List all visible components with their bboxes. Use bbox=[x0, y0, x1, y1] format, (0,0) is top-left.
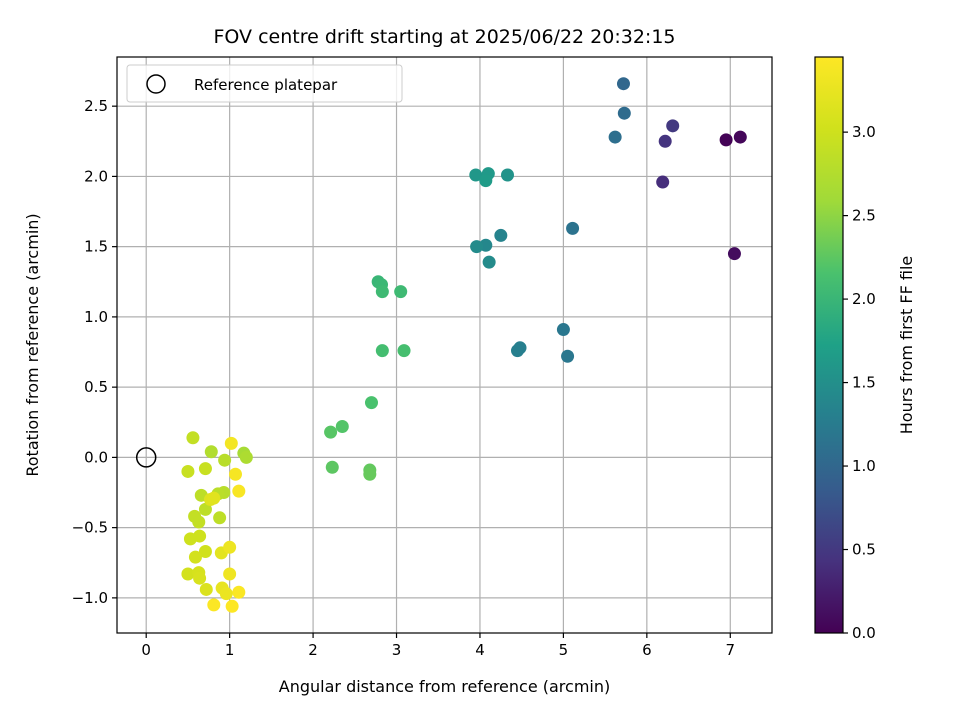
data-point bbox=[656, 175, 670, 189]
data-point bbox=[727, 247, 741, 261]
colorbar-gradient bbox=[815, 57, 843, 633]
data-point bbox=[224, 436, 238, 450]
data-point bbox=[482, 255, 496, 269]
data-point bbox=[213, 511, 227, 525]
y-tick-label: 0.0 bbox=[84, 448, 108, 466]
y-tick-label: 1.0 bbox=[84, 308, 108, 326]
data-point bbox=[666, 119, 680, 133]
colorbar-ticks: 0.0 0.5 1.0 1.5 2.0 2.5 3.0 bbox=[843, 123, 876, 642]
y-tick-label: −1.0 bbox=[72, 589, 108, 607]
data-point bbox=[469, 168, 483, 182]
data-point bbox=[225, 599, 239, 613]
colorbar-tick-label: 2.5 bbox=[852, 207, 876, 225]
data-point bbox=[470, 240, 484, 254]
y-tick-label: 2.5 bbox=[84, 97, 108, 115]
legend-label: Reference platepar bbox=[194, 76, 338, 94]
data-point bbox=[375, 344, 389, 358]
data-point bbox=[181, 567, 195, 581]
data-point bbox=[207, 491, 221, 505]
x-axis-label: Angular distance from reference (arcmin) bbox=[279, 677, 610, 696]
data-point bbox=[658, 134, 672, 148]
legend-box bbox=[126, 64, 403, 103]
data-point bbox=[566, 221, 580, 235]
data-point bbox=[335, 419, 349, 433]
colorbar: 0.0 0.5 1.0 1.5 2.0 2.5 3.0 Hours from first F… bbox=[814, 56, 916, 642]
y-tick-label: −0.5 bbox=[72, 519, 108, 537]
y-tick-label: 1.5 bbox=[84, 238, 108, 256]
colorbar-tick-label: 2.0 bbox=[852, 290, 876, 308]
data-point bbox=[193, 571, 207, 585]
colorbar-tick-label: 3.0 bbox=[852, 123, 876, 141]
data-point bbox=[188, 550, 202, 564]
y-tick-label: 2.0 bbox=[84, 167, 108, 185]
data-point bbox=[198, 502, 212, 516]
data-point bbox=[733, 130, 747, 144]
y-axis: −1.0 −0.5 0.0 0.5 1.0 1.5 2.0 2.5 bbox=[72, 97, 117, 607]
data-point bbox=[228, 467, 242, 481]
colorbar-tick-label: 1.5 bbox=[852, 374, 876, 392]
data-point bbox=[198, 545, 212, 559]
data-point bbox=[556, 323, 570, 337]
chart-title: FOV centre drift starting at 2025/06/22 … bbox=[213, 26, 675, 48]
x-axis: 0 1 2 3 4 5 6 7 bbox=[141, 633, 735, 659]
data-points bbox=[135, 77, 747, 613]
colorbar-frame bbox=[814, 56, 844, 634]
data-point bbox=[219, 587, 233, 601]
data-point bbox=[186, 431, 200, 445]
legend: Reference platepar bbox=[126, 64, 403, 103]
colorbar-tick-label: 1.0 bbox=[852, 457, 876, 475]
data-point bbox=[181, 464, 195, 478]
data-point bbox=[218, 453, 232, 467]
grid bbox=[117, 57, 772, 633]
data-point bbox=[183, 532, 197, 546]
x-tick-label: 0 bbox=[141, 641, 151, 659]
data-point bbox=[192, 515, 206, 529]
data-point bbox=[239, 450, 253, 464]
data-point bbox=[375, 285, 389, 299]
data-point bbox=[394, 285, 408, 299]
colorbar-label: Hours from first FF file bbox=[897, 256, 916, 435]
data-point bbox=[719, 133, 733, 147]
x-tick-label: 4 bbox=[475, 641, 485, 659]
data-point bbox=[616, 77, 630, 91]
reference-platepar-marker bbox=[135, 447, 157, 468]
data-point bbox=[617, 106, 631, 120]
data-point bbox=[500, 168, 514, 182]
x-tick-label: 2 bbox=[308, 641, 318, 659]
y-tick-label: 0.5 bbox=[84, 378, 108, 396]
data-point bbox=[364, 396, 378, 410]
data-point bbox=[397, 344, 411, 358]
data-point bbox=[608, 130, 622, 144]
x-tick-label: 5 bbox=[559, 641, 569, 659]
data-point bbox=[494, 228, 508, 242]
data-point bbox=[207, 598, 221, 612]
x-tick-label: 1 bbox=[225, 641, 235, 659]
data-point bbox=[232, 484, 246, 498]
data-point bbox=[479, 174, 493, 188]
data-point bbox=[511, 344, 525, 358]
data-point bbox=[198, 462, 212, 476]
data-point bbox=[325, 460, 339, 474]
y-axis-label: Rotation from reference (arcmin) bbox=[23, 213, 42, 476]
data-point bbox=[232, 585, 246, 599]
plot-frame bbox=[116, 56, 773, 634]
data-point bbox=[204, 445, 218, 459]
x-tick-label: 7 bbox=[726, 641, 736, 659]
legend-marker bbox=[146, 74, 166, 94]
data-point bbox=[223, 540, 237, 554]
x-tick-label: 6 bbox=[642, 641, 652, 659]
x-tick-label: 3 bbox=[392, 641, 402, 659]
data-point bbox=[223, 567, 237, 581]
data-point bbox=[561, 349, 575, 363]
data-point bbox=[324, 425, 338, 439]
data-point bbox=[363, 467, 377, 481]
colorbar-tick-label: 0.5 bbox=[852, 541, 876, 559]
data-point bbox=[199, 582, 213, 596]
colorbar-tick-label: 0.0 bbox=[852, 624, 876, 642]
